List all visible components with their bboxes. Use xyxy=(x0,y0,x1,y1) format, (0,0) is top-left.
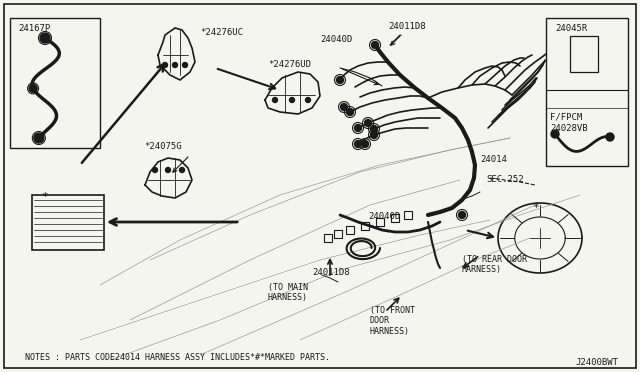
Circle shape xyxy=(273,97,278,103)
Circle shape xyxy=(355,141,362,148)
Text: *: * xyxy=(532,203,539,213)
Bar xyxy=(391,214,399,222)
Circle shape xyxy=(458,212,465,218)
Bar xyxy=(376,218,384,226)
Circle shape xyxy=(365,119,371,126)
Bar xyxy=(546,18,628,166)
Circle shape xyxy=(362,141,369,148)
Bar xyxy=(10,18,100,148)
Circle shape xyxy=(152,167,157,173)
Text: *24075G: *24075G xyxy=(144,142,182,151)
Circle shape xyxy=(163,62,168,67)
Bar xyxy=(404,211,412,219)
Text: (TO MAIN
HARNESS): (TO MAIN HARNESS) xyxy=(268,283,308,302)
Circle shape xyxy=(371,125,378,132)
Text: (TO REAR DOOR
HARNESS): (TO REAR DOOR HARNESS) xyxy=(462,255,527,275)
Bar xyxy=(346,226,354,234)
Text: NOTES : PARTS CODE24014 HARNESS ASSY INCLUDES*#*MARKED PARTS.: NOTES : PARTS CODE24014 HARNESS ASSY INC… xyxy=(25,353,330,362)
Text: *: * xyxy=(41,192,48,202)
Text: F/FPCM: F/FPCM xyxy=(550,112,582,121)
Bar xyxy=(361,222,369,230)
Text: J2400BWT: J2400BWT xyxy=(575,358,618,367)
Text: 24040D: 24040D xyxy=(368,212,400,221)
Bar xyxy=(570,36,598,72)
Circle shape xyxy=(173,62,177,67)
Text: 24028VB: 24028VB xyxy=(550,124,588,133)
Text: 24011D8: 24011D8 xyxy=(388,22,426,31)
Circle shape xyxy=(34,133,44,143)
Circle shape xyxy=(40,33,50,43)
Text: (TO FRONT
DOOR
HARNESS): (TO FRONT DOOR HARNESS) xyxy=(370,306,415,336)
Circle shape xyxy=(29,84,37,92)
Circle shape xyxy=(551,130,559,138)
Text: 24014: 24014 xyxy=(480,155,507,164)
Circle shape xyxy=(371,42,378,48)
Bar xyxy=(334,230,342,238)
Text: 24040D: 24040D xyxy=(320,35,352,44)
Circle shape xyxy=(371,131,378,138)
Bar xyxy=(32,195,104,250)
Circle shape xyxy=(305,97,310,103)
Circle shape xyxy=(606,133,614,141)
Circle shape xyxy=(346,109,353,115)
Bar xyxy=(324,234,332,242)
Text: SEC.252: SEC.252 xyxy=(486,175,524,184)
Circle shape xyxy=(182,62,188,67)
Text: 24167P: 24167P xyxy=(18,24,51,33)
Text: *24276UC: *24276UC xyxy=(200,28,243,37)
Text: 24045R: 24045R xyxy=(555,24,588,33)
Circle shape xyxy=(289,97,294,103)
Circle shape xyxy=(337,77,344,83)
Circle shape xyxy=(166,167,170,173)
Text: *24276UD: *24276UD xyxy=(268,60,311,69)
Circle shape xyxy=(355,125,362,131)
Circle shape xyxy=(340,103,348,110)
Text: 24011D8: 24011D8 xyxy=(312,268,349,277)
Circle shape xyxy=(179,167,184,173)
